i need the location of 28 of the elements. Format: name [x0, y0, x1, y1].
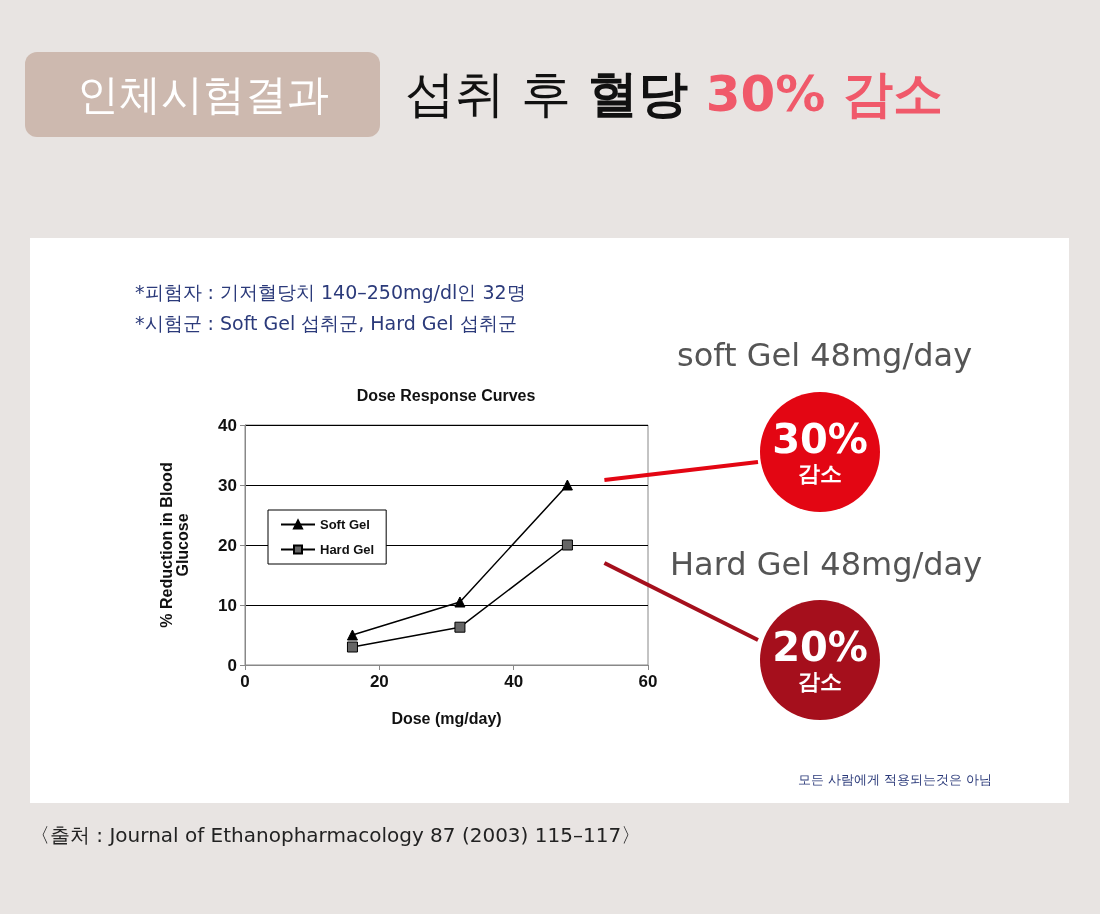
x-tick-label: 0 — [240, 672, 250, 691]
text: soft Gel 48mg/day — [677, 336, 973, 374]
y-tick-label: 20 — [218, 535, 237, 555]
chart-title: 섭취 후 혈당 30% 감소 — [405, 65, 943, 123]
point — [346, 641, 358, 653]
point — [561, 479, 573, 491]
legend-label: Hard Gel — [320, 542, 375, 557]
chart-subtitle: 인체시험결과 — [25, 52, 380, 137]
x-axis-title: Dose (mg/day) — [391, 709, 502, 727]
x-tick-label: 60 — [638, 672, 658, 691]
text: Dose Response Curves — [356, 386, 536, 404]
text: *피험자 : 기저혈당치 140–250mg/dl인 32명 — [135, 280, 526, 305]
text: 〈출처 : Journal of Ethanopharmacology 87 (2003) 115–117〉 — [30, 822, 642, 849]
point — [454, 596, 466, 608]
y-axis-title: % Reduction in Blood Glucose — [157, 462, 191, 628]
x-tick-label: 40 — [504, 672, 524, 691]
y-tick-label: 30 — [218, 475, 237, 495]
point — [346, 629, 358, 641]
x-tick-label: 20 — [369, 672, 389, 691]
point — [454, 621, 466, 633]
text: Hard Gel 48mg/day — [670, 545, 983, 583]
y-tick-label: 0 — [227, 655, 237, 675]
y-tick-label: 10 — [218, 595, 237, 615]
point — [561, 539, 573, 551]
legend-label: Soft Gel — [320, 517, 370, 532]
text: *시험군 : Soft Gel 섭취군, Hard Gel 섭취군 — [135, 311, 517, 336]
text: 모든 사람에게 적용되는것은 아님 — [798, 771, 993, 789]
y-tick-label: 40 — [218, 415, 237, 435]
